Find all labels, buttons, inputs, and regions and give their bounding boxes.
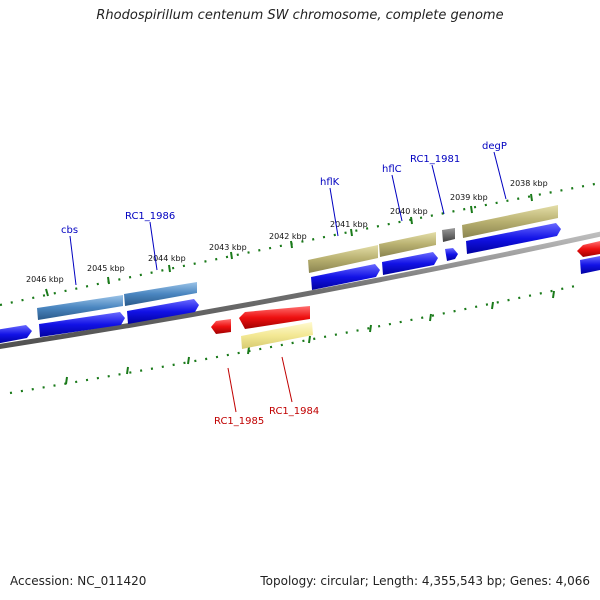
map-title: Rhodospirillum centenum SW chromosome, c… [96, 8, 504, 23]
outer-tick-ring [0, 181, 600, 307]
major-tick [187, 356, 190, 365]
major-tick [290, 240, 293, 249]
major-tick [429, 313, 432, 322]
major-tick [552, 290, 555, 299]
gene-feature-degp[interactable] [462, 205, 558, 238]
major-tick [369, 324, 372, 333]
major-tick [107, 276, 110, 285]
major-tick [308, 335, 311, 344]
cds-arrow-reverse[interactable] [239, 306, 310, 329]
kbp-label: 2042 kbp [269, 232, 307, 241]
kbp-label: 2046 kbp [26, 275, 64, 284]
kbp-label: 2045 kbp [87, 264, 125, 273]
cds-arrow-reverse[interactable] [577, 241, 600, 257]
major-tick [65, 376, 68, 385]
major-tick [530, 193, 533, 202]
cds-arrow-forward[interactable] [580, 256, 600, 274]
major-tick [410, 216, 413, 225]
cds-arrow-forward[interactable] [382, 252, 438, 275]
gene-feature-rc1-1984[interactable] [241, 322, 313, 349]
reverse-label-leaders [227, 356, 293, 413]
inner-tick-ring [9, 283, 581, 395]
gene-label-rc1-1984: RC1_1984 [269, 406, 319, 417]
major-tick [168, 264, 171, 273]
gene-feature-rc1-1981[interactable] [442, 228, 455, 242]
kbp-label: 2044 kbp [148, 254, 186, 263]
accession-text: Accession: NC_011420 [10, 574, 147, 588]
gene-label-hflk: hflK [320, 177, 340, 188]
gene-label-hflc: hflC [382, 164, 402, 175]
cds-arrow-forward[interactable] [0, 325, 32, 344]
gene-feature-hflk[interactable] [308, 245, 378, 273]
gene-label-rc1-1986: RC1_1986 [125, 211, 175, 222]
major-tick [491, 301, 494, 310]
forward-cds-arrows [0, 223, 600, 344]
gene-feature-rc1-1986[interactable] [124, 282, 197, 306]
kbp-label: 2041 kbp [330, 220, 368, 229]
kbp-label: 2043 kbp [209, 243, 247, 252]
gene-label-cbs: cbs [61, 225, 78, 236]
major-tick [45, 288, 49, 297]
kbp-label: 2039 kbp [450, 193, 488, 202]
cds-arrow-forward[interactable] [39, 312, 125, 337]
topology-text: Topology: circular; Length: 4,355,543 bp… [260, 574, 590, 588]
gene-label-rc1-1985: RC1_1985 [214, 416, 264, 427]
major-tick [126, 366, 129, 375]
major-tick [470, 205, 473, 214]
chromosome-backbone [0, 231, 600, 349]
gene-label-degp: degP [482, 141, 507, 152]
gene-feature-hflc[interactable] [379, 232, 436, 257]
cds-arrow-forward[interactable] [127, 299, 199, 324]
cds-arrow-reverse[interactable] [211, 319, 231, 334]
forward-label-leaders [69, 151, 507, 286]
major-tick [247, 346, 250, 355]
major-tick [230, 251, 233, 260]
kbp-label: 2038 kbp [510, 179, 548, 188]
gene-feature-cbs[interactable] [37, 295, 123, 320]
kbp-label: 2040 kbp [390, 207, 428, 216]
cds-arrow-forward[interactable] [311, 264, 380, 290]
reverse-cds-arrows [211, 241, 600, 349]
forward-gene-features [37, 205, 558, 320]
major-tick [350, 228, 353, 237]
cds-arrow-forward[interactable] [466, 223, 561, 254]
cds-arrow-forward[interactable] [445, 248, 458, 261]
gene-label-rc1-1981: RC1_1981 [410, 154, 460, 165]
